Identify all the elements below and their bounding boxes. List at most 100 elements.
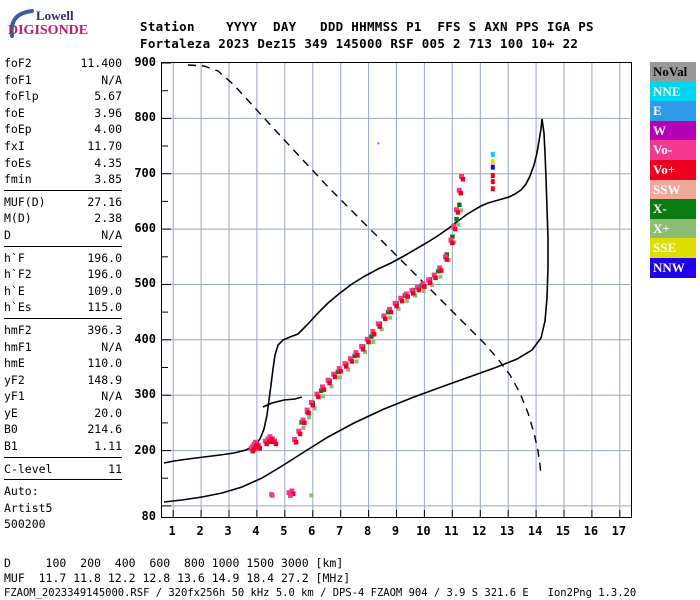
auto-scaler-line-1: Artist5 xyxy=(4,500,53,515)
param-value: 196.0 xyxy=(87,250,122,265)
param-key: hmF2 xyxy=(4,322,32,337)
data-point xyxy=(377,142,380,145)
legend-item-sse[interactable]: SSE xyxy=(650,238,696,258)
data-point xyxy=(394,303,399,309)
param-row: foEs 4.35 xyxy=(4,155,122,172)
scaled-o-trace-line xyxy=(297,118,543,335)
muf-dashed-curve xyxy=(187,64,542,476)
data-point xyxy=(448,237,454,243)
legend-item-e[interactable]: E xyxy=(650,101,696,121)
data-point xyxy=(359,344,365,349)
param-key: C-level xyxy=(4,461,53,476)
param-key: yE xyxy=(4,405,18,420)
y-axis-label: 800 xyxy=(134,110,156,125)
data-point xyxy=(257,446,262,451)
param-value: 4.35 xyxy=(94,155,122,170)
plot-canvas xyxy=(162,63,631,517)
data-point xyxy=(364,336,370,342)
param-group-4: C-level 11 xyxy=(4,461,122,478)
isolated-echo-cluster xyxy=(490,152,495,192)
data-point xyxy=(309,493,314,498)
data-point xyxy=(286,490,292,496)
legend-item-ssw[interactable]: SSW xyxy=(650,179,696,200)
data-point xyxy=(438,274,443,279)
legend-item-x-[interactable]: X- xyxy=(650,199,696,219)
data-point xyxy=(414,284,420,290)
param-row: foF2 11.400 xyxy=(4,55,122,72)
param-row: hmF2 396.3 xyxy=(4,322,122,339)
data-point xyxy=(289,488,295,494)
legend-item-vo-[interactable]: Vo- xyxy=(650,140,696,160)
legend-item-vo-[interactable]: Vo+ xyxy=(650,159,696,180)
data-point xyxy=(396,306,401,311)
param-value: 148.9 xyxy=(87,372,122,387)
param-value: 5.67 xyxy=(94,89,122,104)
data-point xyxy=(375,321,381,327)
param-row: foF1 N/A xyxy=(4,72,122,89)
x-axis-label: 7 xyxy=(336,524,344,538)
param-row: MUF(D) 27.16 xyxy=(4,194,122,211)
legend-item-nnw[interactable]: NNW xyxy=(650,257,696,278)
param-key: foF1 xyxy=(4,72,32,87)
param-group-2: h`F 196.0 h`F2 196.0 h`E 109.0 h`Es 115.0 xyxy=(4,250,122,316)
data-point xyxy=(267,439,272,444)
x-trace-points xyxy=(299,202,464,430)
legend-item-x-[interactable]: X+ xyxy=(650,218,696,239)
data-point xyxy=(442,254,448,260)
true-height-profile-curve xyxy=(163,118,549,503)
legend-item-nne[interactable]: NNE xyxy=(650,81,696,102)
x-axis-label: 4 xyxy=(252,524,260,538)
data-point xyxy=(296,428,302,434)
data-point xyxy=(369,334,374,339)
data-point xyxy=(371,340,376,344)
data-point xyxy=(346,367,351,372)
param-value: 115.0 xyxy=(87,300,122,315)
data-point xyxy=(269,492,274,497)
param-value: N/A xyxy=(101,72,122,87)
y-axis-label: 500 xyxy=(134,276,156,291)
data-point xyxy=(385,309,391,315)
direction-legend[interactable]: NoVal NNE E W Vo- Vo+ SSW X- X+ SSE NNW xyxy=(650,62,696,278)
y-axis-label: 200 xyxy=(134,442,156,457)
data-point xyxy=(320,384,325,390)
auto-scaler-line-0: Auto: xyxy=(4,484,39,499)
data-point xyxy=(342,361,348,367)
param-key: h`F2 xyxy=(4,267,32,282)
param-value: 110.0 xyxy=(87,356,122,371)
data-point xyxy=(318,388,324,393)
data-point xyxy=(398,295,404,301)
sporadic-e-points xyxy=(269,142,380,498)
param-key: B0 xyxy=(4,422,18,437)
param-row: yE 20.0 xyxy=(4,405,122,422)
data-point xyxy=(405,294,410,299)
data-point xyxy=(325,377,331,383)
param-row: yF1 N/A xyxy=(4,388,122,405)
param-key: foFlp xyxy=(4,89,39,104)
data-point xyxy=(459,174,464,179)
footer-file-line: FZAOM_2023349145000.RSF / 320fx256h 50 k… xyxy=(4,587,637,600)
param-row: B1 1.11 xyxy=(4,438,122,455)
data-point xyxy=(456,187,462,193)
param-row: hmF1 N/A xyxy=(4,339,122,356)
legend-item-noval[interactable]: NoVal xyxy=(650,62,696,82)
param-divider xyxy=(4,245,122,247)
o-trace-red-points xyxy=(250,177,466,498)
data-point xyxy=(387,306,392,312)
station-header: Station YYYY DAY DDD HHMMSS P1 FFS S AXN… xyxy=(140,18,594,52)
legend-item-w[interactable]: W xyxy=(650,120,696,141)
ionospheric-parameters-table: foF2 11.400 foF1 N/A foFlp 5.67 foE 3.96 foEp 4.0… xyxy=(4,55,122,533)
param-value: 3.85 xyxy=(94,172,122,187)
param-key: B1 xyxy=(4,439,18,454)
data-point xyxy=(431,272,437,278)
param-row: h`F2 196.0 xyxy=(4,266,122,283)
data-point xyxy=(269,437,274,442)
data-point xyxy=(352,353,357,359)
data-point xyxy=(308,399,314,405)
param-row: fxI 11.70 xyxy=(4,138,122,155)
cluster-point xyxy=(490,179,495,185)
param-value: 2.38 xyxy=(94,211,122,226)
ionogram-plot[interactable] xyxy=(161,62,632,518)
param-row: h`Es 115.0 xyxy=(4,299,122,316)
data-point xyxy=(399,298,405,304)
param-key: M(D) xyxy=(4,211,32,226)
